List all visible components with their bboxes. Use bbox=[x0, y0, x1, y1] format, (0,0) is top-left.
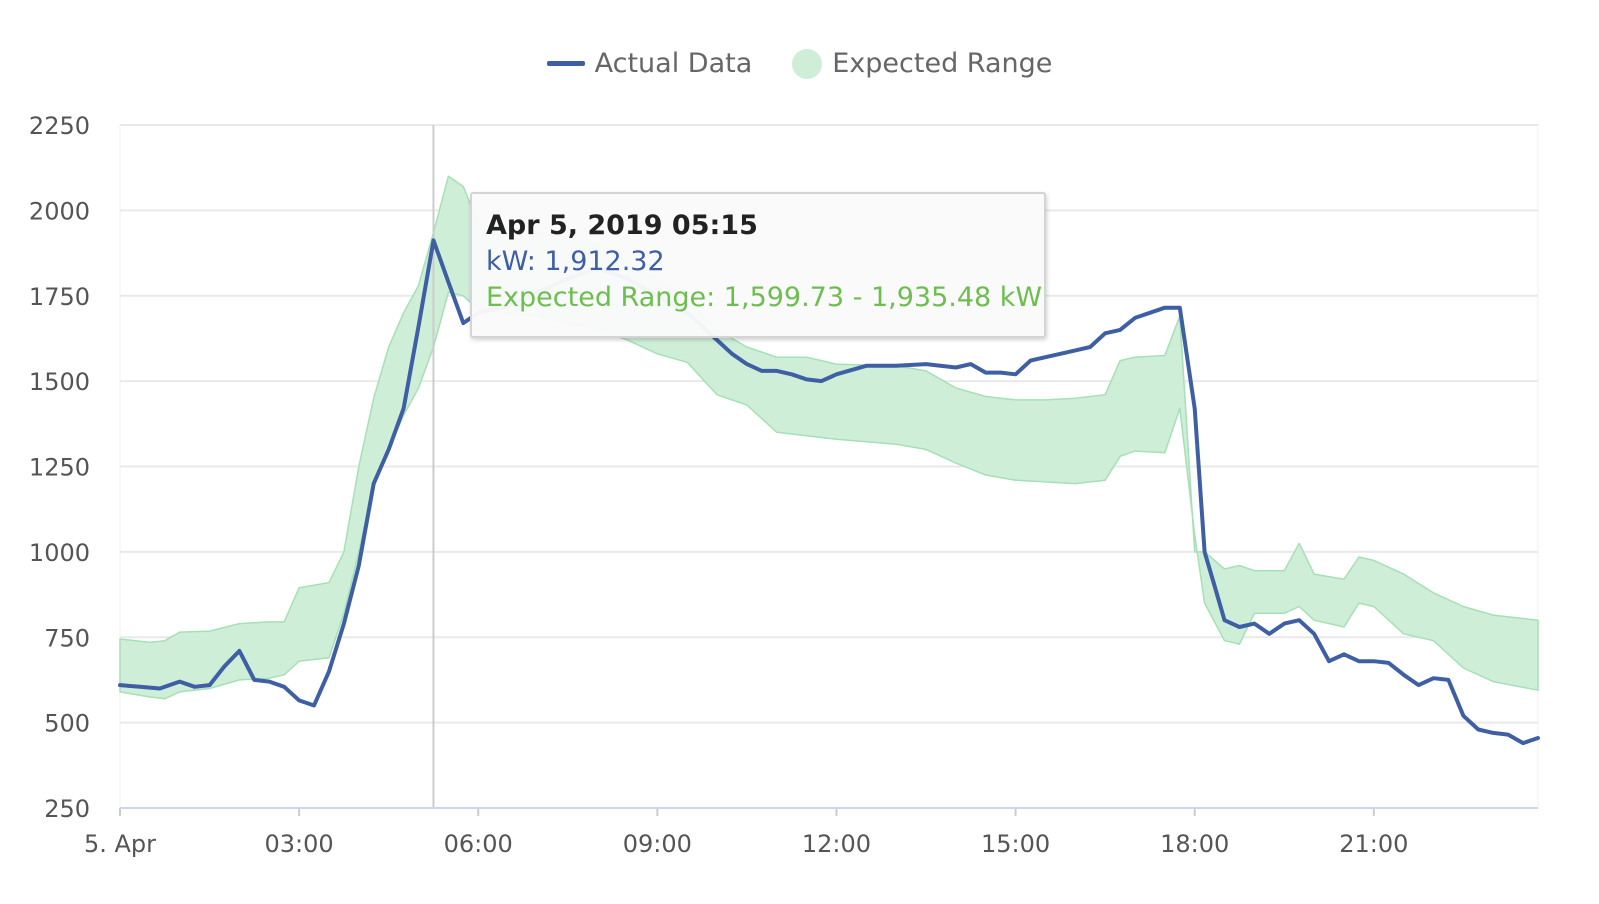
x-tick-label: 21:00 bbox=[1339, 830, 1408, 858]
y-tick-label: 250 bbox=[44, 795, 90, 823]
legend-label-expected: Expected Range bbox=[832, 48, 1053, 79]
y-tick-label: 2250 bbox=[29, 112, 90, 140]
y-tick-label: 1500 bbox=[29, 368, 90, 396]
legend: Actual Data Expected Range bbox=[0, 48, 1599, 79]
y-tick-label: 2000 bbox=[29, 197, 90, 225]
y-tick-label: 1250 bbox=[29, 454, 90, 482]
legend-item-expected-range[interactable]: Expected Range bbox=[792, 48, 1052, 79]
tooltip-kw-value: kW: 1,912.32 bbox=[486, 246, 665, 277]
y-tick-label: 1000 bbox=[29, 539, 90, 567]
x-tick-label: 18:00 bbox=[1160, 830, 1229, 858]
tooltip-title: Apr 5, 2019 05:15 bbox=[486, 210, 758, 241]
tooltip: Apr 5, 2019 05:15 kW: 1,912.32 Expected … bbox=[470, 192, 1046, 338]
y-tick-label: 750 bbox=[44, 624, 90, 652]
x-tick-label: 12:00 bbox=[802, 830, 871, 858]
x-tick-label: 09:00 bbox=[623, 830, 692, 858]
x-tick-label: 5. Apr bbox=[84, 830, 156, 858]
legend-item-actual-data[interactable]: Actual Data bbox=[546, 48, 753, 79]
tooltip-expected-range: Expected Range: 1,599.73 - 1,935.48 kW bbox=[486, 282, 1043, 313]
y-tick-label: 1750 bbox=[29, 283, 90, 311]
circle-swatch-icon bbox=[792, 48, 823, 79]
line-swatch-icon bbox=[546, 61, 585, 66]
legend-label-actual: Actual Data bbox=[594, 48, 753, 79]
x-tick-label: 03:00 bbox=[265, 830, 334, 858]
y-tick-label: 500 bbox=[44, 710, 90, 738]
x-tick-label: 15:00 bbox=[981, 830, 1050, 858]
x-tick-label: 06:00 bbox=[444, 830, 513, 858]
actual-data-line bbox=[118, 238, 1540, 746]
